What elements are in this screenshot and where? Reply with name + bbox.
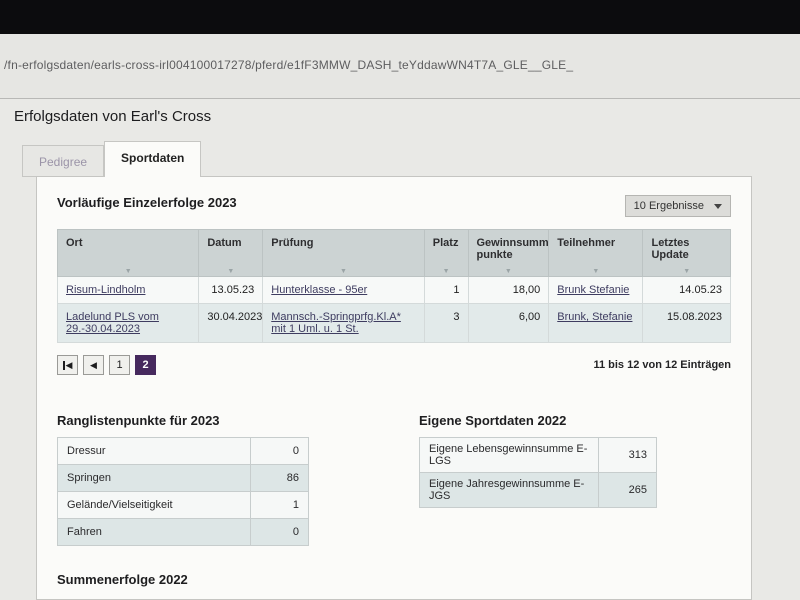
- col-teilnehmer[interactable]: Teilnehmer: [548, 229, 644, 277]
- sort-icon: [592, 268, 599, 275]
- col-pruefung[interactable]: Prüfung: [262, 229, 425, 277]
- tab-pedigree[interactable]: Pedigree: [22, 145, 105, 177]
- pagination: 1 2: [57, 355, 156, 375]
- eigene-sportdaten-table: Eigene Lebensgewinnsumme E-LGS 313 Eigen…: [419, 437, 657, 508]
- sort-icon: [125, 268, 132, 275]
- cell-platz: 1: [423, 276, 469, 304]
- row-label: Fahren: [57, 518, 251, 546]
- table-row: Risum-Lindholm 13.05.23 Hunterklasse - 9…: [56, 276, 731, 304]
- col-datum[interactable]: Datum: [198, 229, 264, 277]
- summenerfolge-heading: Summenerfolge 2022: [57, 572, 188, 587]
- cell-datum: 13.05.23: [198, 276, 264, 304]
- col-ort[interactable]: Ort: [56, 229, 200, 277]
- row-value: 265: [598, 472, 657, 508]
- results-heading: Vorläufige Einzelerfolge 2023: [57, 195, 237, 210]
- col-platz[interactable]: Platz: [423, 229, 469, 277]
- first-page-icon: [62, 360, 65, 370]
- pruefung-link[interactable]: Mannsch.-Springprfg.Kl.A* mit 1 Uml. u. …: [271, 311, 401, 335]
- cell-datum: 30.04.2023: [198, 303, 264, 343]
- page-size-select[interactable]: 10 Ergebnisse: [624, 195, 731, 217]
- previous-page-icon: [90, 361, 97, 370]
- sort-icon: [505, 268, 512, 275]
- browser-status-bar: /fn-erfolgsdaten/earls-cross-irl00410001…: [0, 34, 800, 98]
- first-page-button[interactable]: [57, 355, 78, 375]
- sort-icon: [340, 268, 347, 275]
- sportdaten-panel: Vorläufige Einzelerfolge 2023 10 Ergebni…: [36, 176, 752, 600]
- table-row: Eigene Lebensgewinnsumme E-LGS 313: [419, 437, 657, 473]
- screen-bezel: [0, 0, 800, 34]
- tab-bar: Pedigree Sportdaten: [22, 141, 202, 177]
- teilnehmer-link[interactable]: Brunk Stefanie: [557, 284, 630, 296]
- sort-icon: [683, 268, 690, 275]
- sort-icon: [443, 268, 450, 275]
- pagination-info: 11 bis 12 von 12 Einträgen: [593, 359, 731, 371]
- cell-letztes-update: 15.08.2023: [642, 303, 731, 343]
- row-label: Springen: [57, 464, 251, 492]
- row-label: Eigene Jahresgewinnsumme E-JGS: [419, 472, 599, 508]
- tab-sportdaten[interactable]: Sportdaten: [104, 141, 202, 177]
- results-table: Ort Datum Prüfung Platz Gewinnsummen-pun…: [56, 229, 731, 343]
- cell-gewinnsummenpunkte: 18,00: [467, 276, 550, 304]
- row-value: 0: [250, 437, 309, 465]
- results-header-row: Ort Datum Prüfung Platz Gewinnsummen-pun…: [56, 229, 731, 277]
- previous-page-button[interactable]: [83, 355, 104, 375]
- pruefung-link[interactable]: Hunterklasse - 95er: [271, 284, 368, 296]
- divider: [0, 98, 800, 99]
- teilnehmer-link[interactable]: Brunk, Stefanie: [557, 311, 633, 323]
- page-title: Erfolgsdaten von Earl's Cross: [14, 108, 212, 125]
- pagination-row: 1 2 11 bis 12 von 12 Einträgen: [57, 355, 731, 375]
- cell-letztes-update: 14.05.23: [642, 276, 731, 304]
- status-url: /fn-erfolgsdaten/earls-cross-irl00410001…: [4, 58, 574, 72]
- ranglistenpunkte-table: Dressur 0 Springen 86 Gelände/Vielseitig…: [57, 437, 309, 546]
- lower-section: Ranglistenpunkte für 2023 Dressur 0 Spri…: [57, 413, 731, 546]
- event-link[interactable]: Risum-Lindholm: [66, 284, 146, 296]
- row-value: 1: [250, 491, 309, 519]
- eigene-sportdaten-heading: Eigene Sportdaten 2022: [419, 413, 567, 428]
- col-gewinnsummenpunkte[interactable]: Gewinnsummen-punkte: [467, 229, 565, 277]
- page-2-button[interactable]: 2: [135, 355, 156, 375]
- table-row: Ladelund PLS vom 29.-30.04.2023 30.04.20…: [56, 303, 731, 343]
- cell-platz: 3: [423, 303, 469, 343]
- eigene-sportdaten-section: Eigene Sportdaten 2022 Eigene Lebensgewi…: [419, 413, 657, 546]
- row-value: 313: [598, 437, 657, 473]
- page-size-value: 10 Ergebnisse: [633, 200, 704, 212]
- table-row: Dressur 0: [57, 437, 309, 465]
- ranglistenpunkte-section: Ranglistenpunkte für 2023 Dressur 0 Spri…: [57, 413, 309, 546]
- event-link[interactable]: Ladelund PLS vom 29.-30.04.2023: [66, 311, 159, 335]
- chevron-down-icon: [714, 203, 722, 209]
- sort-icon: [227, 268, 234, 275]
- table-row: Springen 86: [57, 464, 309, 492]
- row-label: Dressur: [57, 437, 251, 465]
- page-1-button[interactable]: 1: [109, 355, 130, 375]
- row-value: 0: [250, 518, 309, 546]
- col-letztes-update[interactable]: Letztes Update: [642, 229, 731, 277]
- table-row: Eigene Jahresgewinnsumme E-JGS 265: [419, 472, 657, 508]
- row-value: 86: [250, 464, 309, 492]
- table-row: Gelände/Vielseitigkeit 1: [57, 491, 309, 519]
- results-header: Vorläufige Einzelerfolge 2023 10 Ergebni…: [57, 195, 731, 217]
- ranglistenpunkte-heading: Ranglistenpunkte für 2023: [57, 413, 220, 428]
- cell-gewinnsummenpunkte: 6,00: [467, 303, 550, 343]
- table-row: Fahren 0: [57, 518, 309, 546]
- row-label: Gelände/Vielseitigkeit: [57, 491, 251, 519]
- row-label: Eigene Lebensgewinnsumme E-LGS: [419, 437, 599, 473]
